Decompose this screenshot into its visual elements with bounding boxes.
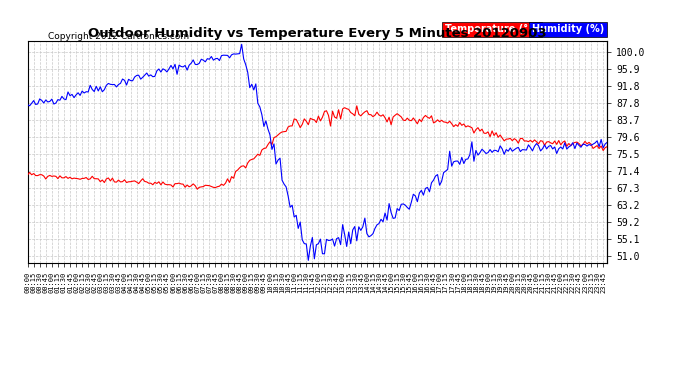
Text: Temperature (°F): Temperature (°F) [445,24,539,34]
Title: Outdoor Humidity vs Temperature Every 5 Minutes 20120903: Outdoor Humidity vs Temperature Every 5 … [88,27,546,40]
Text: Copyright 2012 Cartronics.com: Copyright 2012 Cartronics.com [48,32,190,41]
Text: Humidity (%): Humidity (%) [532,24,604,34]
